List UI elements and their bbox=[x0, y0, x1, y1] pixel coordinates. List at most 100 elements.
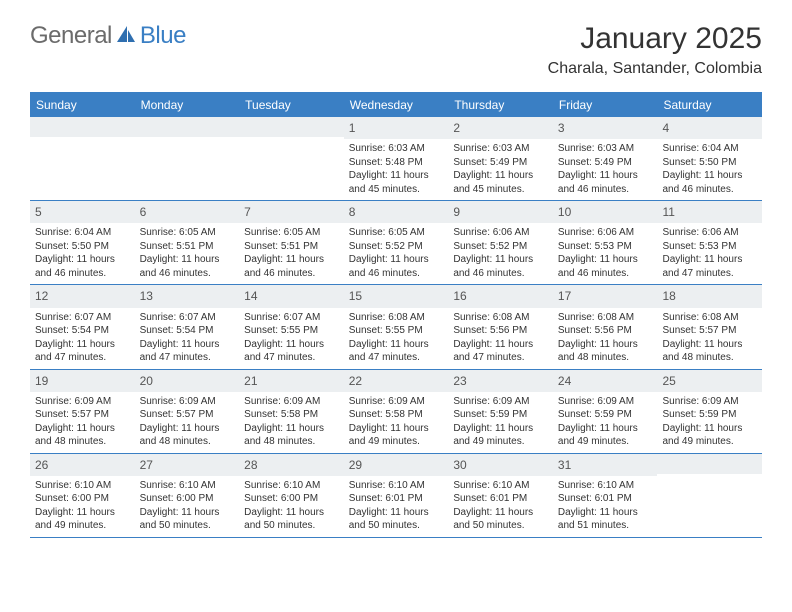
day-content: Sunrise: 6:10 AMSunset: 6:01 PMDaylight:… bbox=[556, 479, 655, 533]
sunrise-text: Sunrise: 6:05 AM bbox=[140, 226, 235, 240]
day-content: Sunrise: 6:08 AMSunset: 5:57 PMDaylight:… bbox=[660, 311, 759, 365]
sunrise-text: Sunrise: 6:03 AM bbox=[558, 142, 653, 156]
day-cell: 15Sunrise: 6:08 AMSunset: 5:55 PMDayligh… bbox=[344, 285, 449, 368]
day-number: 5 bbox=[30, 201, 135, 223]
sunrise-text: Sunrise: 6:07 AM bbox=[244, 311, 339, 325]
daylight-text: Daylight: 11 hours and 45 minutes. bbox=[453, 169, 548, 196]
day-header-monday: Monday bbox=[135, 94, 240, 117]
sunset-text: Sunset: 5:59 PM bbox=[558, 408, 653, 422]
day-cell: 30 Sunrise: 6:10 AMSunset: 6:01 PMDayligh… bbox=[448, 454, 553, 537]
day-number: 14 bbox=[239, 285, 344, 307]
day-content: Sunrise: 6:10 AMSunset: 6:01 PMDaylight:… bbox=[451, 479, 550, 533]
day-number: 13 bbox=[135, 285, 240, 307]
day-content: Sunrise: 6:09 AMSunset: 5:59 PMDaylight:… bbox=[660, 395, 759, 449]
sunrise-text: Sunrise: 6:06 AM bbox=[662, 226, 757, 240]
sunset-text: Sunset: 6:00 PM bbox=[140, 492, 235, 506]
day-number: 18 bbox=[657, 285, 762, 307]
day-header-row: Sunday Monday Tuesday Wednesday Thursday… bbox=[30, 94, 762, 117]
day-number: 24 bbox=[553, 370, 658, 392]
sunset-text: Sunset: 5:59 PM bbox=[453, 408, 548, 422]
day-content: Sunrise: 6:04 AMSunset: 5:50 PMDaylight:… bbox=[660, 142, 759, 196]
day-cell: 2Sunrise: 6:03 AMSunset: 5:49 PMDaylight… bbox=[448, 117, 553, 200]
sunset-text: Sunset: 5:54 PM bbox=[35, 324, 130, 338]
day-number: 20 bbox=[135, 370, 240, 392]
day-content: Sunrise: 6:10 AMSunset: 6:00 PMDaylight:… bbox=[242, 479, 341, 533]
sunrise-text: Sunrise: 6:07 AM bbox=[35, 311, 130, 325]
day-number: 6 bbox=[135, 201, 240, 223]
day-content: Sunrise: 6:06 AMSunset: 5:53 PMDaylight:… bbox=[556, 226, 655, 280]
day-content: Sunrise: 6:05 AMSunset: 5:51 PMDaylight:… bbox=[242, 226, 341, 280]
sunrise-text: Sunrise: 6:08 AM bbox=[558, 311, 653, 325]
day-content: Sunrise: 6:03 AMSunset: 5:48 PMDaylight:… bbox=[347, 142, 446, 196]
day-number: 16 bbox=[448, 285, 553, 307]
sunset-text: Sunset: 5:55 PM bbox=[244, 324, 339, 338]
day-cell: 5Sunrise: 6:04 AMSunset: 5:50 PMDaylight… bbox=[30, 201, 135, 284]
day-content: Sunrise: 6:09 AMSunset: 5:57 PMDaylight:… bbox=[33, 395, 132, 449]
sunset-text: Sunset: 5:49 PM bbox=[558, 156, 653, 170]
day-cell bbox=[30, 117, 135, 200]
sunrise-text: Sunrise: 6:06 AM bbox=[453, 226, 548, 240]
sunrise-text: Sunrise: 6:08 AM bbox=[349, 311, 444, 325]
sunset-text: Sunset: 5:54 PM bbox=[140, 324, 235, 338]
day-number: 31 bbox=[553, 454, 658, 476]
daylight-text: Daylight: 11 hours and 47 minutes. bbox=[453, 338, 548, 365]
day-header-saturday: Saturday bbox=[657, 94, 762, 117]
sunrise-text: Sunrise: 6:09 AM bbox=[244, 395, 339, 409]
day-content: Sunrise: 6:03 AMSunset: 5:49 PMDaylight:… bbox=[556, 142, 655, 196]
day-number: 4 bbox=[657, 117, 762, 139]
daylight-text: Daylight: 11 hours and 47 minutes. bbox=[662, 253, 757, 280]
day-number: 30 bbox=[448, 454, 553, 476]
sunrise-text: Sunrise: 6:08 AM bbox=[662, 311, 757, 325]
daylight-text: Daylight: 11 hours and 47 minutes. bbox=[140, 338, 235, 365]
sunset-text: Sunset: 5:49 PM bbox=[453, 156, 548, 170]
sunset-text: Sunset: 5:52 PM bbox=[453, 240, 548, 254]
day-content: Sunrise: 6:10 AMSunset: 6:00 PMDaylight:… bbox=[33, 479, 132, 533]
sunrise-text: Sunrise: 6:09 AM bbox=[35, 395, 130, 409]
day-content: Sunrise: 6:05 AMSunset: 5:52 PMDaylight:… bbox=[347, 226, 446, 280]
daylight-text: Daylight: 11 hours and 46 minutes. bbox=[662, 169, 757, 196]
day-cell bbox=[657, 454, 762, 537]
daylight-text: Daylight: 11 hours and 50 minutes. bbox=[244, 506, 339, 533]
day-cell: 1Sunrise: 6:03 AMSunset: 5:48 PMDaylight… bbox=[344, 117, 449, 200]
sunset-text: Sunset: 5:59 PM bbox=[662, 408, 757, 422]
day-number: 23 bbox=[448, 370, 553, 392]
calendar: Sunday Monday Tuesday Wednesday Thursday… bbox=[30, 92, 762, 538]
day-cell: 27Sunrise: 6:10 AMSunset: 6:00 PMDayligh… bbox=[135, 454, 240, 537]
sunset-text: Sunset: 6:01 PM bbox=[453, 492, 548, 506]
daylight-text: Daylight: 11 hours and 47 minutes. bbox=[349, 338, 444, 365]
day-content: Sunrise: 6:07 AMSunset: 5:54 PMDaylight:… bbox=[138, 311, 237, 365]
sunrise-text: Sunrise: 6:03 AM bbox=[349, 142, 444, 156]
sunrise-text: Sunrise: 6:07 AM bbox=[140, 311, 235, 325]
daylight-text: Daylight: 11 hours and 46 minutes. bbox=[244, 253, 339, 280]
day-number: 3 bbox=[553, 117, 658, 139]
day-number: 28 bbox=[239, 454, 344, 476]
daylight-text: Daylight: 11 hours and 46 minutes. bbox=[558, 169, 653, 196]
title-block: January 2025 Charala, Santander, Colombi… bbox=[548, 22, 762, 78]
day-cell: 8Sunrise: 6:05 AMSunset: 5:52 PMDaylight… bbox=[344, 201, 449, 284]
day-number: 15 bbox=[344, 285, 449, 307]
day-cell: 14Sunrise: 6:07 AMSunset: 5:55 PMDayligh… bbox=[239, 285, 344, 368]
daylight-text: Daylight: 11 hours and 46 minutes. bbox=[35, 253, 130, 280]
day-header-friday: Friday bbox=[553, 94, 658, 117]
sunrise-text: Sunrise: 6:10 AM bbox=[244, 479, 339, 493]
day-cell bbox=[135, 117, 240, 200]
sunrise-text: Sunrise: 6:05 AM bbox=[349, 226, 444, 240]
day-cell: 9Sunrise: 6:06 AMSunset: 5:52 PMDaylight… bbox=[448, 201, 553, 284]
day-number: 21 bbox=[239, 370, 344, 392]
logo-text-blue: Blue bbox=[140, 22, 186, 50]
week-row: 12Sunrise: 6:07 AMSunset: 5:54 PMDayligh… bbox=[30, 285, 762, 369]
logo-text-general: General bbox=[30, 22, 112, 50]
day-number: 19 bbox=[30, 370, 135, 392]
sunrise-text: Sunrise: 6:10 AM bbox=[453, 479, 548, 493]
day-content: Sunrise: 6:03 AMSunset: 5:49 PMDaylight:… bbox=[451, 142, 550, 196]
day-cell: 31 Sunrise: 6:10 AMSunset: 6:01 PMDayligh… bbox=[553, 454, 658, 537]
sunrise-text: Sunrise: 6:03 AM bbox=[453, 142, 548, 156]
day-number-empty bbox=[30, 117, 135, 137]
logo: General Blue bbox=[30, 22, 186, 50]
day-cell: 16Sunrise: 6:08 AMSunset: 5:56 PMDayligh… bbox=[448, 285, 553, 368]
sunset-text: Sunset: 6:01 PM bbox=[558, 492, 653, 506]
day-content: Sunrise: 6:06 AMSunset: 5:52 PMDaylight:… bbox=[451, 226, 550, 280]
week-row: 19 Sunrise: 6:09 AMSunset: 5:57 PMDayligh… bbox=[30, 370, 762, 454]
day-cell: 6Sunrise: 6:05 AMSunset: 5:51 PMDaylight… bbox=[135, 201, 240, 284]
sunset-text: Sunset: 5:56 PM bbox=[558, 324, 653, 338]
